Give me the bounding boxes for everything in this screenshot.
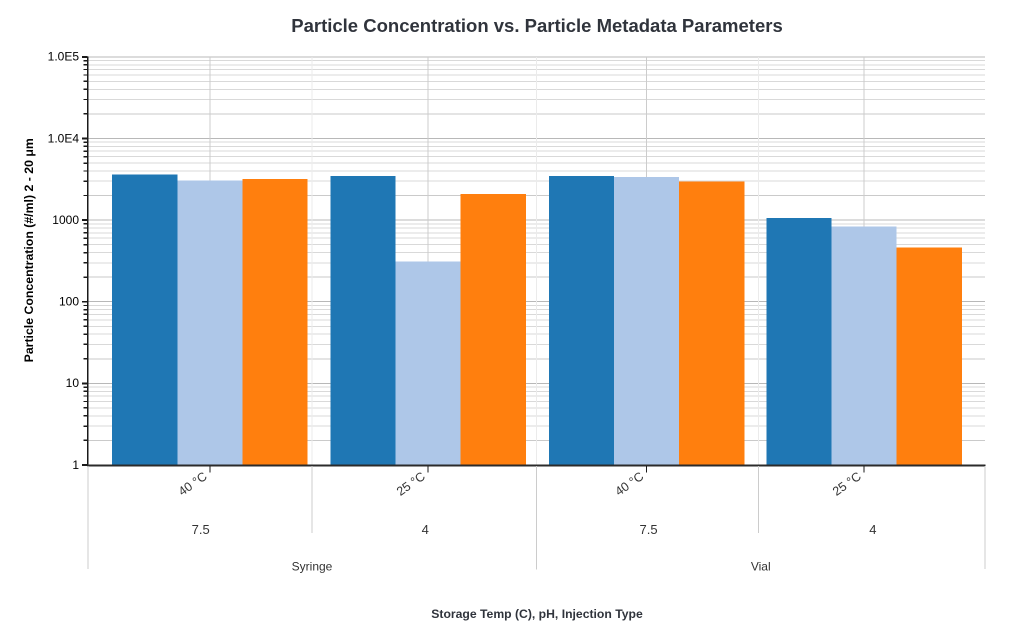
svg-text:7.5: 7.5 — [640, 522, 658, 537]
svg-text:10: 10 — [66, 376, 80, 390]
svg-text:Particle Concentration vs. Par: Particle Concentration vs. Particle Meta… — [291, 15, 782, 36]
svg-text:1.0E5: 1.0E5 — [48, 50, 80, 64]
svg-text:1.0E4: 1.0E4 — [48, 131, 80, 145]
svg-text:4: 4 — [869, 522, 876, 537]
svg-text:1000: 1000 — [52, 213, 79, 227]
svg-text:1: 1 — [72, 458, 79, 472]
svg-text:Syringe: Syringe — [292, 560, 333, 574]
svg-text:100: 100 — [59, 295, 79, 309]
svg-text:Vial: Vial — [751, 560, 771, 574]
svg-text:7.5: 7.5 — [192, 522, 210, 537]
svg-text:Particle Concentration (#/ml): Particle Concentration (#/ml) 2 - 20 μm — [22, 138, 36, 362]
svg-text:4: 4 — [422, 522, 429, 537]
svg-text:Storage Temp (C), pH, Injectio: Storage Temp (C), pH, Injection Type — [431, 607, 643, 621]
